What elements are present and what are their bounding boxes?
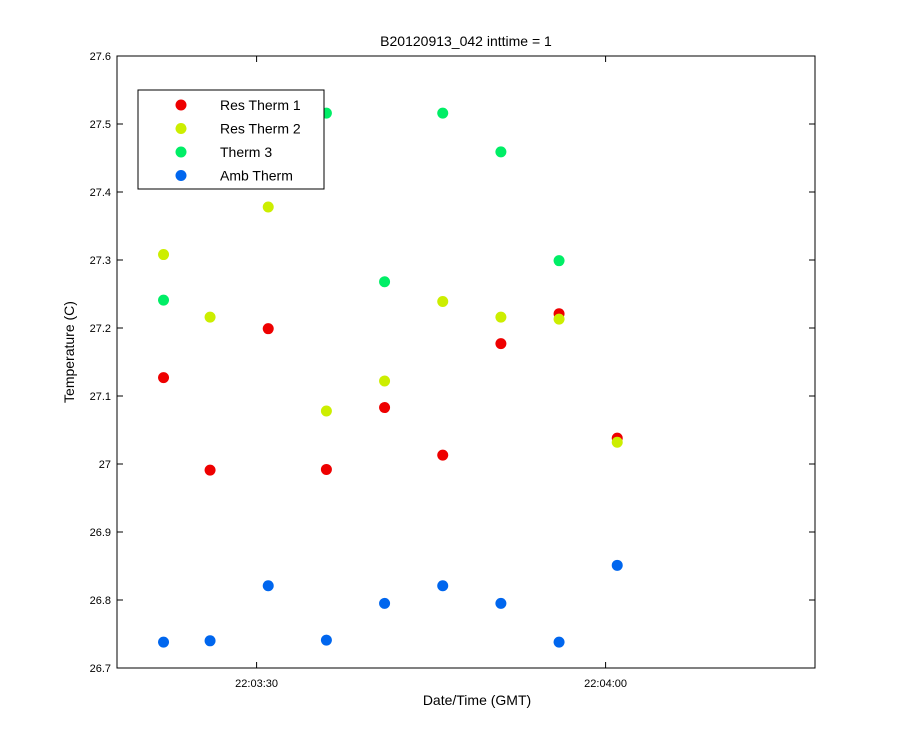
legend-marker-amb-therm	[175, 170, 187, 181]
legend-label-res-therm-2: Res Therm 2	[220, 121, 301, 137]
x-axis-ticks: 22:03:30 22:04:00	[235, 56, 627, 690]
x-axis-title: Date/Time (GMT)	[423, 692, 531, 708]
y-tick-label: 27.2	[90, 323, 111, 335]
point-amb-therm	[379, 597, 391, 609]
point-therm-3	[553, 255, 565, 267]
data-points	[158, 107, 623, 648]
point-amb-therm	[553, 636, 565, 648]
point-res-therm-1	[204, 464, 216, 476]
point-res-therm-2	[320, 405, 332, 417]
legend-label-res-therm-1: Res Therm 1	[220, 97, 301, 113]
point-res-therm-1	[437, 449, 449, 461]
point-therm-3	[158, 294, 170, 306]
point-amb-therm	[158, 636, 170, 648]
point-amb-therm	[495, 597, 507, 609]
point-res-therm-1	[379, 402, 391, 414]
point-amb-therm	[204, 635, 216, 647]
point-amb-therm	[611, 559, 623, 571]
y-axis-ticks: 26.7 26.8 26.9 27 27.1 27.2 27.3 27.4 27.5 27.6	[90, 51, 815, 675]
point-res-therm-1	[262, 323, 274, 335]
legend: Res Therm 1 Res Therm 2 Therm 3 Amb Therm	[137, 89, 325, 190]
point-res-therm-2	[611, 436, 623, 448]
y-tick-label: 27.1	[90, 391, 111, 403]
point-res-therm-2	[553, 313, 565, 325]
point-res-therm-1	[320, 463, 332, 475]
legend-label-amb-therm: Amb Therm	[220, 168, 293, 184]
legend-label-therm-3: Therm 3	[220, 144, 272, 160]
point-amb-therm	[437, 580, 449, 592]
y-tick-label: 27.5	[90, 119, 111, 131]
legend-box	[137, 89, 325, 190]
point-amb-therm	[262, 580, 274, 592]
point-res-therm-2	[437, 295, 449, 307]
point-res-therm-2	[262, 201, 274, 213]
point-res-therm-1	[158, 372, 170, 384]
point-res-therm-1	[495, 338, 507, 350]
y-tick-label: 26.7	[90, 663, 111, 675]
point-amb-therm	[320, 634, 332, 646]
point-res-therm-2	[379, 375, 391, 387]
y-axis-title: Temperature (C)	[61, 301, 77, 403]
x-tick-label: 22:03:30	[235, 678, 278, 690]
y-tick-label: 27.3	[90, 255, 111, 267]
y-tick-label: 26.9	[90, 527, 111, 539]
x-tick-label: 22:04:00	[584, 678, 627, 690]
point-res-therm-2	[158, 249, 170, 261]
legend-marker-res-therm-2	[175, 123, 187, 134]
chart-title: B20120913_042 inttime = 1	[380, 33, 552, 49]
point-res-therm-2	[495, 311, 507, 323]
point-therm-3	[437, 107, 449, 119]
y-tick-label: 26.8	[90, 595, 111, 607]
point-res-therm-2	[204, 311, 216, 323]
point-therm-3	[495, 146, 507, 158]
legend-marker-therm-3	[175, 146, 187, 158]
legend-marker-res-therm-1	[175, 99, 187, 111]
y-tick-label: 27.6	[90, 51, 111, 63]
point-therm-3	[379, 276, 391, 288]
y-tick-label: 27	[99, 459, 111, 471]
y-tick-label: 27.4	[90, 187, 111, 199]
